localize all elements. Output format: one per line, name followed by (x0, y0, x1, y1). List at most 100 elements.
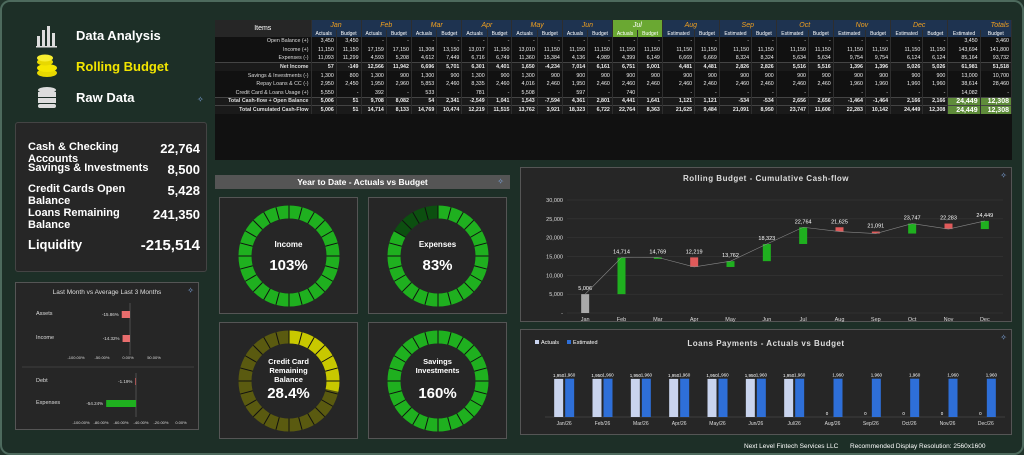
info-bulb-icon[interactable]: ✧ (1000, 171, 1007, 180)
nav-rolling-budget[interactable]: Rolling Budget (34, 52, 168, 80)
loans-title: Loans Payments - Actuals vs Budget (687, 339, 845, 348)
donut-segment-divider (424, 417, 429, 430)
info-bulb-icon[interactable]: ✧ (1000, 333, 1007, 342)
table-cell: 143,694 (947, 45, 981, 55)
table-cell: - (980, 88, 1013, 98)
nav-raw-data[interactable]: Raw Data (34, 83, 135, 111)
subheader: Estimated (662, 30, 696, 37)
donut-segment-divider (401, 407, 412, 418)
y-tick-label: - (561, 311, 563, 317)
budget-table: Items Jan Feb Mar Apr May Jun Jul Aug Sep Oct Nov De… (215, 20, 1013, 160)
donut-segment-divider (456, 288, 464, 300)
donut-segment-divider (321, 230, 333, 238)
table-cell: 5,516 (776, 62, 809, 72)
category-label: Income (36, 335, 54, 341)
data-label: 0 (979, 411, 982, 416)
table-cell: 7,014 (562, 62, 589, 72)
table-cell: - (833, 88, 866, 98)
table-cell: - (865, 37, 892, 46)
table-cell: 6,124 (922, 54, 949, 63)
actual-bar (745, 378, 755, 417)
table-cell: 2,826 (719, 62, 753, 72)
data-label: 23,747 (904, 216, 921, 222)
table-cell: - (751, 37, 777, 46)
donut-segment-divider (275, 332, 280, 345)
donut-segment-divider (474, 265, 487, 270)
table-cell: - (719, 37, 753, 46)
donut-segment-divider (252, 219, 263, 230)
data-label: 1,950 (591, 373, 603, 378)
estimated-bar (795, 378, 805, 417)
table-cell: 61,981 (947, 62, 981, 72)
table-cell: 11,150 (662, 45, 696, 55)
ytd-title: Year to Date - Actuals vs Budget (297, 177, 428, 187)
ytd-donut-panel: Credit Card Remaining Balance 28.4% (219, 322, 358, 439)
table-cell: 11,299 (336, 54, 362, 63)
table-cell: 4,136 (562, 54, 589, 63)
table-cell: - (694, 37, 720, 46)
table-cell: 900 (694, 71, 720, 80)
y-tick-label: 30,000 (546, 198, 563, 204)
table-cell: - (537, 37, 563, 46)
info-bulb-icon[interactable]: ✧ (497, 177, 504, 186)
donut-segment-divider (315, 282, 326, 293)
data-label: -15.86% (102, 312, 119, 317)
y-tick-label: 10,000 (546, 273, 563, 279)
subheader: Budget (587, 30, 613, 37)
waterfall-bar (944, 223, 953, 230)
donut-segment-divider (456, 212, 464, 224)
table-cell: - (637, 37, 663, 46)
data-label: 1,950 (783, 373, 795, 378)
table-cell: 11,150 (922, 45, 949, 55)
x-tick-label: Jan/26 (557, 421, 572, 427)
donut-segment-divider (412, 212, 420, 224)
table-cell: - (637, 88, 663, 98)
table-cell: 11,150 (776, 45, 809, 55)
info-bulb-icon[interactable]: ✧ (197, 95, 204, 104)
table-cell: -1,464 (833, 97, 866, 106)
donut-segment-divider (252, 282, 263, 293)
table-cell: 1,960 (865, 79, 892, 89)
footer-company: Next Level Fintech Services LLC (744, 443, 839, 450)
donut-value: 83% (422, 257, 453, 274)
y-tick-label: 15,000 (546, 255, 563, 261)
subheader: Estimated (947, 30, 981, 37)
x-tick-label: Jul/26 (787, 421, 801, 427)
data-label: 13,762 (722, 253, 739, 259)
table-cell: - (865, 88, 892, 98)
table-cell: 6,124 (890, 54, 924, 63)
variance-bar (121, 311, 130, 318)
data-label: 24,449 (976, 213, 993, 219)
rolling-title: Rolling Budget - Cumulative Cash-flow (682, 174, 850, 183)
table-cell: - (776, 88, 809, 98)
data-label: 22,764 (795, 219, 812, 225)
balance-summary-panel: Cash & Checking Accounts 22,764 Savings &… (15, 122, 207, 272)
subheader: Actuals (311, 30, 337, 37)
table-cell: 14,714 (361, 105, 387, 115)
table-cell: 22,283 (833, 105, 866, 115)
info-bulb-icon[interactable]: ✧ (187, 286, 194, 295)
x-tick-label: Nov (944, 317, 954, 323)
table-cell: 740 (612, 88, 639, 98)
table-cell: 9,754 (833, 54, 866, 63)
table-cell: 4,481 (662, 62, 696, 72)
category-label: Debt (36, 378, 48, 384)
table-cell: 11,308 (411, 45, 438, 55)
table-row: Income (+) 11,150 11,150 17,159 17,150 11,308… (215, 45, 1013, 55)
table-cell: 1,041 (487, 97, 513, 106)
table-cell: 11,150 (562, 45, 589, 55)
x-tick-label: -100.00% (72, 420, 90, 425)
donut-segment-divider (412, 337, 420, 349)
donut-segment-divider (456, 413, 464, 425)
donut-segment-divider (412, 413, 420, 425)
nav-data-analysis[interactable]: Data Analysis (34, 21, 161, 49)
data-label: 1,960 (679, 373, 691, 378)
donut-segment-divider (464, 407, 475, 418)
subheader: Actuals (562, 30, 589, 37)
table-cell: 9,484 (694, 105, 720, 115)
data-label: 1,960 (832, 373, 844, 378)
table-cell: 900 (751, 71, 777, 80)
table-cell: 11,150 (537, 45, 563, 55)
totals-header: Totals (947, 20, 1012, 30)
